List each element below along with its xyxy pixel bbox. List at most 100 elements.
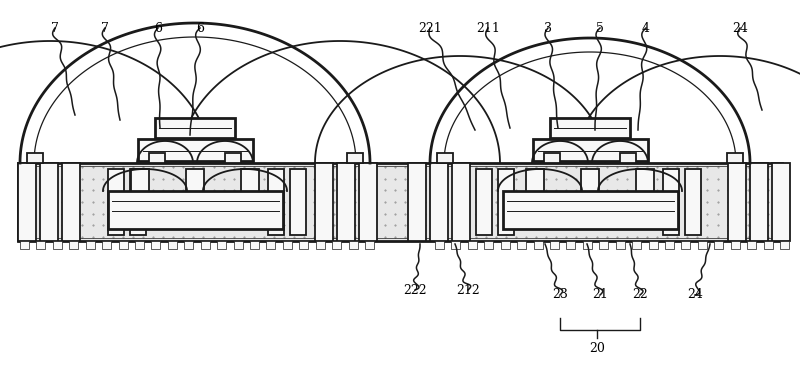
Text: 7: 7 — [51, 21, 59, 34]
Bar — [468, 241, 477, 249]
Bar — [730, 241, 740, 249]
Bar — [435, 241, 444, 249]
Bar — [550, 241, 559, 249]
Bar — [155, 118, 235, 138]
Bar — [53, 241, 62, 249]
Bar — [526, 169, 544, 191]
Bar — [131, 169, 149, 191]
Text: 6: 6 — [154, 21, 162, 34]
Bar — [37, 241, 46, 249]
Bar — [747, 241, 756, 249]
Text: 21: 21 — [592, 288, 608, 301]
Bar — [763, 241, 773, 249]
Bar — [772, 163, 790, 241]
Text: 23: 23 — [552, 288, 568, 301]
Bar — [581, 169, 599, 191]
Bar — [315, 163, 333, 241]
Bar — [349, 241, 358, 249]
Bar — [430, 163, 448, 241]
Bar — [498, 169, 514, 235]
Bar — [299, 241, 308, 249]
Bar — [266, 241, 275, 249]
Bar — [682, 241, 690, 249]
Bar — [476, 169, 492, 235]
Bar — [566, 241, 575, 249]
Bar — [347, 153, 363, 163]
Bar — [714, 241, 723, 249]
Bar — [62, 163, 80, 241]
Bar — [18, 163, 782, 241]
Text: 20: 20 — [589, 342, 605, 355]
Bar — [184, 241, 194, 249]
Text: 212: 212 — [456, 283, 480, 296]
Text: 211: 211 — [476, 21, 500, 34]
Bar — [451, 241, 461, 249]
Text: 24: 24 — [687, 288, 703, 301]
Bar — [484, 241, 494, 249]
Bar — [685, 169, 701, 235]
Bar — [452, 163, 470, 241]
Bar — [234, 241, 242, 249]
Bar — [728, 163, 746, 241]
Text: 6: 6 — [196, 21, 204, 34]
Bar — [359, 163, 377, 241]
Bar — [225, 153, 241, 163]
Text: 4: 4 — [642, 21, 650, 34]
Bar — [149, 153, 165, 163]
Bar — [118, 241, 127, 249]
Bar — [250, 241, 259, 249]
Text: 7: 7 — [101, 21, 109, 34]
Bar — [332, 241, 341, 249]
Bar — [534, 241, 542, 249]
Bar — [550, 118, 630, 138]
Text: 5: 5 — [596, 21, 604, 34]
Bar — [27, 153, 43, 163]
Bar — [583, 241, 592, 249]
Text: 22: 22 — [632, 288, 648, 301]
Bar — [408, 163, 426, 241]
Bar — [108, 191, 283, 229]
Bar — [437, 153, 453, 163]
Bar — [665, 241, 674, 249]
Bar — [283, 241, 292, 249]
Text: 3: 3 — [544, 21, 552, 34]
Bar — [20, 241, 29, 249]
Text: 24: 24 — [732, 21, 748, 34]
Bar — [86, 241, 94, 249]
Bar — [316, 241, 325, 249]
Bar — [544, 153, 560, 163]
Bar — [632, 241, 641, 249]
Bar — [102, 241, 111, 249]
Bar — [620, 153, 636, 163]
Bar — [130, 169, 146, 235]
Text: 221: 221 — [418, 21, 442, 34]
Bar — [21, 166, 779, 238]
Bar — [186, 169, 204, 191]
Bar — [135, 241, 144, 249]
Bar — [268, 169, 284, 235]
Bar — [365, 241, 374, 249]
Bar — [138, 139, 253, 161]
Bar — [636, 169, 654, 191]
Bar — [168, 241, 177, 249]
Bar — [217, 241, 226, 249]
Bar — [698, 241, 707, 249]
Bar — [663, 169, 679, 235]
Bar — [649, 241, 658, 249]
Bar — [616, 241, 625, 249]
Bar — [108, 169, 124, 235]
Bar — [533, 139, 648, 161]
Bar — [599, 241, 608, 249]
Bar — [40, 163, 58, 241]
Bar — [517, 241, 526, 249]
Bar — [241, 169, 259, 191]
Bar — [18, 163, 36, 241]
Bar — [337, 163, 355, 241]
Text: 222: 222 — [403, 283, 427, 296]
Bar — [70, 241, 78, 249]
Bar — [503, 191, 678, 229]
Bar — [727, 153, 743, 163]
Bar — [151, 241, 161, 249]
Bar — [501, 241, 510, 249]
Bar — [201, 241, 210, 249]
